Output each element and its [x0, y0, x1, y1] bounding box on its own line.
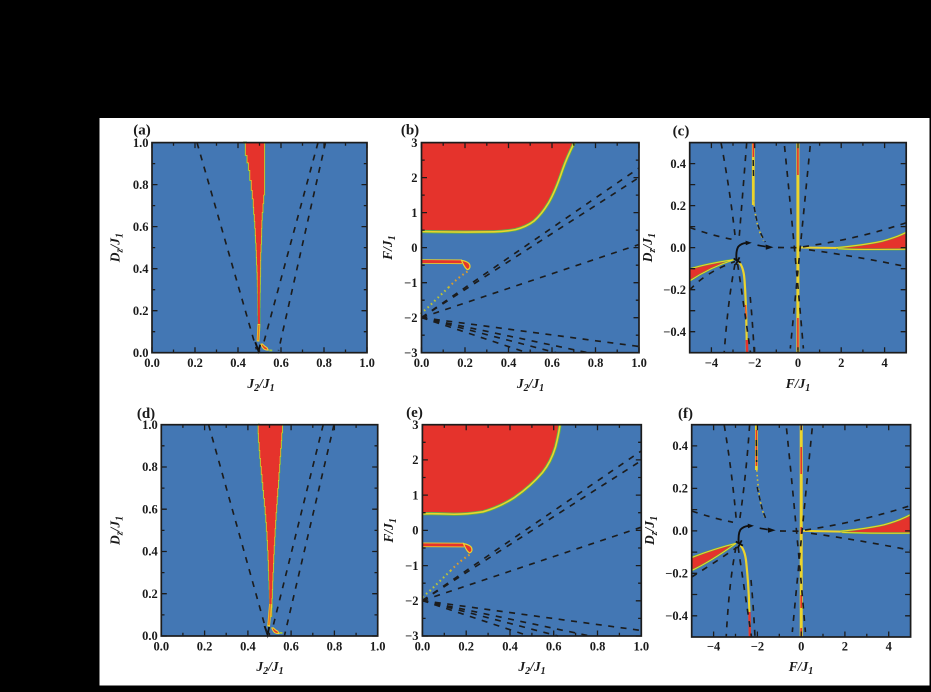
- svg-text:1.0: 1.0: [359, 356, 375, 370]
- svg-text:(b): (b): [401, 123, 419, 139]
- svg-text:0.2: 0.2: [133, 304, 149, 318]
- svg-text:0.2: 0.2: [457, 356, 473, 370]
- svg-text:0.0: 0.0: [142, 629, 158, 643]
- svg-text:1.0: 1.0: [142, 418, 158, 432]
- svg-text:4: 4: [881, 356, 888, 370]
- svg-text:F/J1: F/J1: [788, 659, 814, 677]
- svg-text:−1: −1: [405, 559, 418, 573]
- svg-text:0.4: 0.4: [501, 356, 517, 370]
- svg-text:(d): (d): [137, 406, 155, 422]
- svg-text:−3: −3: [405, 629, 418, 643]
- svg-text:0.6: 0.6: [546, 640, 562, 654]
- svg-text:0.4: 0.4: [142, 545, 158, 559]
- svg-text:2: 2: [411, 171, 417, 185]
- svg-text:−2: −2: [405, 594, 418, 608]
- svg-text:−0.4: −0.4: [663, 325, 686, 339]
- svg-text:1.0: 1.0: [633, 640, 649, 654]
- svg-text:F/J1: F/J1: [380, 235, 398, 261]
- svg-text:0.4: 0.4: [502, 640, 518, 654]
- svg-text:(c): (c): [673, 124, 690, 140]
- svg-text:1.0: 1.0: [133, 136, 149, 150]
- svg-text:0.0: 0.0: [672, 524, 688, 538]
- svg-text:J2/J1: J2/J1: [517, 659, 545, 677]
- svg-text:−2: −2: [748, 356, 761, 370]
- svg-text:0: 0: [412, 524, 418, 538]
- svg-text:1.0: 1.0: [370, 640, 386, 654]
- svg-text:Dz/J1: Dz/J1: [640, 233, 658, 263]
- svg-text:J2/J1: J2/J1: [255, 659, 283, 677]
- svg-text:1: 1: [412, 488, 418, 502]
- svg-text:J2/J1: J2/J1: [516, 376, 544, 394]
- svg-text:1.0: 1.0: [631, 356, 647, 370]
- svg-text:0.2: 0.2: [672, 482, 688, 496]
- svg-text:0.6: 0.6: [133, 220, 149, 234]
- svg-text:(e): (e): [406, 405, 423, 421]
- svg-text:0.8: 0.8: [327, 640, 343, 654]
- svg-text:0.0: 0.0: [153, 640, 169, 654]
- svg-text:−2: −2: [404, 311, 417, 325]
- svg-text:(a): (a): [133, 123, 151, 139]
- svg-text:−3: −3: [404, 346, 417, 360]
- svg-text:0.8: 0.8: [588, 356, 604, 370]
- svg-text:0.0: 0.0: [670, 241, 686, 255]
- svg-text:−0.2: −0.2: [663, 283, 686, 297]
- svg-text:0.2: 0.2: [670, 199, 686, 213]
- svg-text:0.2: 0.2: [142, 587, 158, 601]
- svg-text:0.0: 0.0: [415, 640, 431, 654]
- svg-text:2: 2: [842, 640, 848, 654]
- svg-text:−1: −1: [404, 276, 417, 290]
- svg-text:0.2: 0.2: [187, 356, 203, 370]
- svg-text:0.0: 0.0: [414, 356, 430, 370]
- svg-text:0.6: 0.6: [544, 356, 560, 370]
- svg-text:−2: −2: [751, 640, 764, 654]
- svg-text:0.8: 0.8: [590, 640, 606, 654]
- svg-text:0.4: 0.4: [672, 439, 688, 453]
- svg-text:Dz/J1: Dz/J1: [108, 516, 126, 546]
- svg-text:0.2: 0.2: [197, 640, 213, 654]
- svg-text:0.4: 0.4: [670, 157, 686, 171]
- svg-text:3: 3: [412, 418, 418, 432]
- svg-text:0.4: 0.4: [240, 640, 256, 654]
- svg-text:0.0: 0.0: [144, 356, 160, 370]
- svg-text:0.8: 0.8: [142, 460, 158, 474]
- svg-text:0: 0: [411, 241, 417, 255]
- svg-text:0.8: 0.8: [316, 356, 332, 370]
- svg-text:0.4: 0.4: [133, 262, 149, 276]
- svg-text:4: 4: [886, 640, 893, 654]
- svg-text:0.4: 0.4: [230, 356, 246, 370]
- svg-text:−4: −4: [707, 640, 721, 654]
- svg-text:Dz/J1: Dz/J1: [642, 516, 660, 546]
- svg-text:2: 2: [412, 453, 418, 467]
- svg-text:0.8: 0.8: [133, 178, 149, 192]
- svg-text:3: 3: [411, 136, 417, 150]
- svg-text:J2/J1: J2/J1: [246, 376, 274, 394]
- svg-text:(f): (f): [678, 406, 693, 422]
- svg-text:2: 2: [838, 356, 844, 370]
- svg-text:0.6: 0.6: [273, 356, 289, 370]
- svg-text:0.0: 0.0: [133, 346, 149, 360]
- svg-text:0.6: 0.6: [283, 640, 299, 654]
- svg-text:−4: −4: [705, 356, 719, 370]
- svg-text:−0.4: −0.4: [665, 609, 688, 623]
- svg-text:0: 0: [795, 356, 801, 370]
- svg-text:Dz/J1: Dz/J1: [108, 233, 126, 263]
- svg-text:1: 1: [411, 206, 417, 220]
- svg-text:0.2: 0.2: [458, 640, 474, 654]
- svg-text:0.6: 0.6: [142, 502, 158, 516]
- svg-text:−0.2: −0.2: [665, 567, 688, 581]
- svg-text:F/J1: F/J1: [785, 376, 811, 394]
- svg-text:0: 0: [798, 640, 804, 654]
- svg-text:F/J1: F/J1: [381, 518, 399, 544]
